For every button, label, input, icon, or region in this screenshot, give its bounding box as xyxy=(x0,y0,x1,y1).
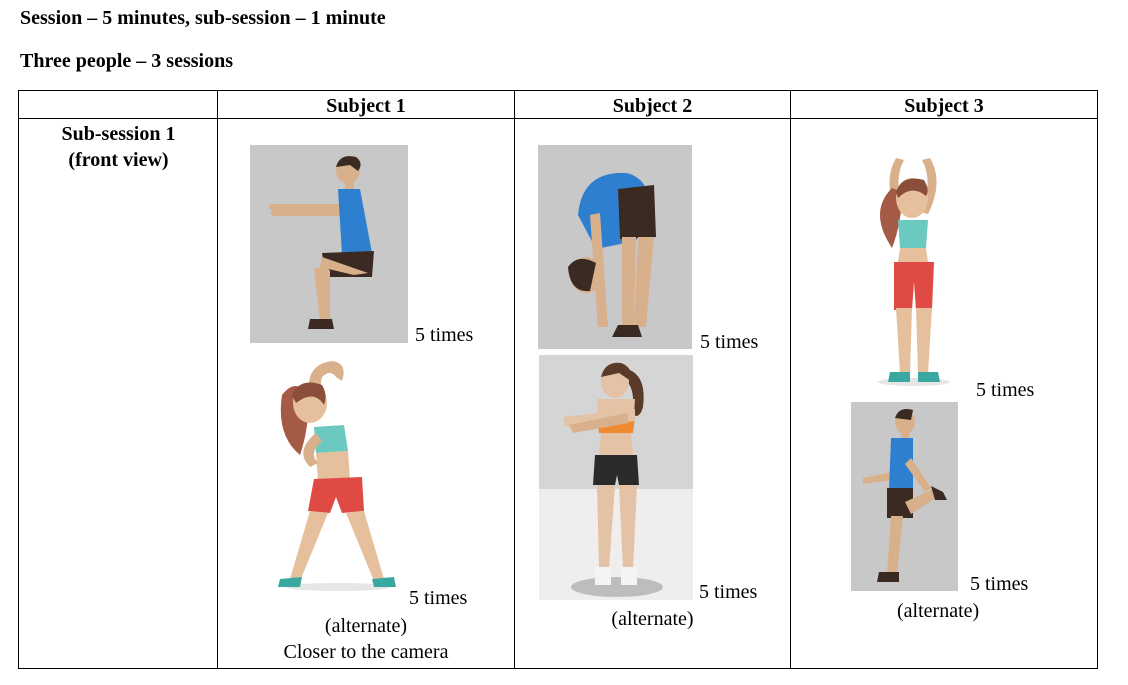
table-left-border xyxy=(18,90,19,669)
table-top-border xyxy=(18,90,1098,91)
header-bottom-border xyxy=(18,118,1098,119)
table-bottom-border xyxy=(18,668,1098,669)
woman-arm-stretch-illustration xyxy=(539,355,693,600)
header-empty xyxy=(19,93,217,119)
row-label-title: Sub-session 1 xyxy=(61,123,176,145)
people-heading: Three people – 3 sessions xyxy=(20,50,233,72)
header-subject-1: Subject 1 xyxy=(326,95,406,117)
s1-ex1-reps: 5 times xyxy=(415,324,474,346)
header-subject-3: Subject 3 xyxy=(904,95,984,117)
s3-ex1-reps: 5 times xyxy=(976,379,1035,401)
man-quad-stretch-illustration xyxy=(851,402,958,591)
s2-ex1-reps: 5 times xyxy=(700,331,759,353)
s2-ex2-alternate: (alternate) xyxy=(611,608,694,630)
row-label-view: (front view) xyxy=(68,149,169,171)
s1-ex2-alternate: (alternate) xyxy=(324,615,408,637)
session-heading: Session – 5 minutes, sub-session – 1 min… xyxy=(20,7,386,29)
man-forward-fold-illustration xyxy=(538,145,692,349)
s3-ex2-reps: 5 times xyxy=(970,573,1029,595)
s1-ex2-closer-note: Closer to the camera xyxy=(283,641,449,663)
woman-overhead-arms-illustration xyxy=(862,152,962,388)
s3-ex2-alternate: (alternate) xyxy=(897,600,980,622)
column-divider-3 xyxy=(790,90,791,669)
column-divider-1 xyxy=(217,90,218,669)
s1-ex2-reps: 5 times xyxy=(409,587,468,609)
table-right-border xyxy=(1097,90,1098,669)
row-label: Sub-session 1 (front view) xyxy=(20,121,217,173)
header-subject-2: Subject 2 xyxy=(612,95,693,117)
column-divider-2 xyxy=(514,90,515,669)
man-squat-illustration xyxy=(250,145,408,343)
s2-ex2-reps: 5 times xyxy=(699,581,758,603)
woman-side-bend-illustration xyxy=(270,355,405,595)
